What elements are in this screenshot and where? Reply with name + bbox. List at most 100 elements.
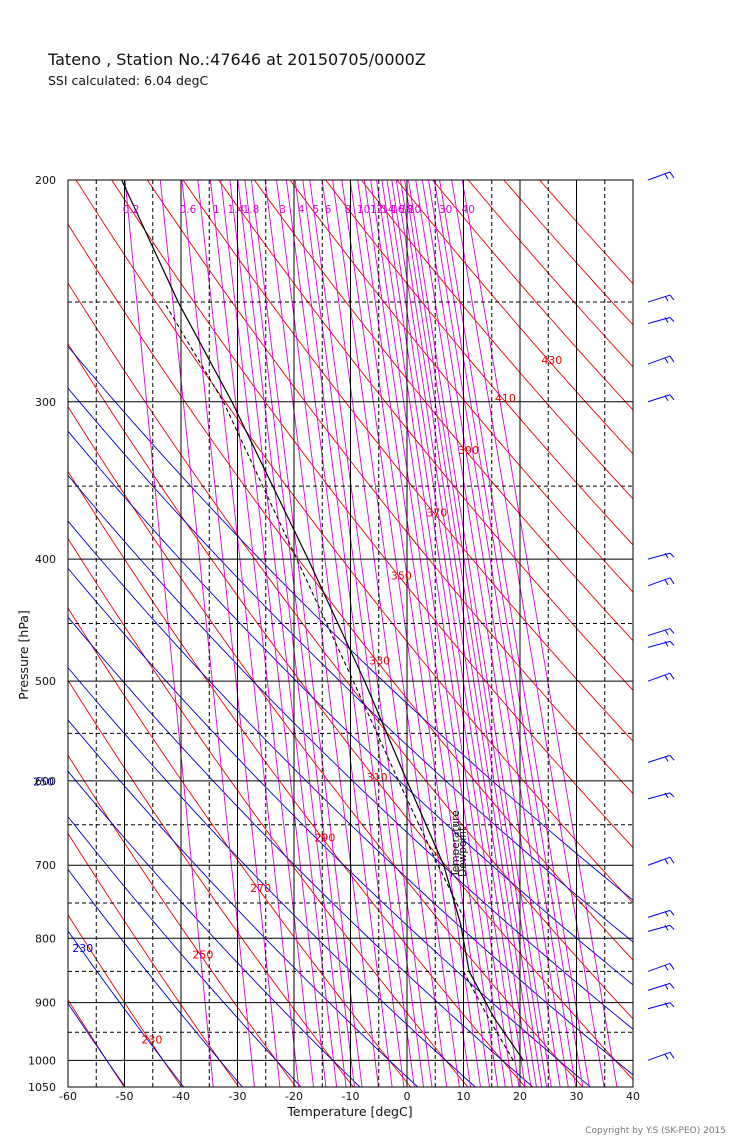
wind-barbs <box>647 171 675 1061</box>
x-tick-label: -50 <box>116 1090 134 1103</box>
mixing-ratio-label: 18 <box>400 204 413 216</box>
y-tick-label: 1000 <box>28 1054 56 1067</box>
mixing-ratio-line <box>461 180 618 1087</box>
wind-barb-flag <box>664 756 669 762</box>
x-tick-label: -20 <box>285 1090 303 1103</box>
x-tick-label: -10 <box>342 1090 360 1103</box>
mixing-ratio-line <box>391 180 532 1087</box>
wind-barb-shaft <box>647 672 671 682</box>
moist-adiabat-line <box>68 1002 126 1087</box>
mixing-ratio-line <box>237 180 347 1087</box>
temperature-curve-label: Temperature <box>450 810 462 878</box>
wind-barb-flag <box>669 925 675 930</box>
wind-barb-flag <box>664 317 669 323</box>
dry-adiabat-line <box>68 223 633 961</box>
profile-curves <box>121 180 524 1061</box>
wind-barb-flag <box>664 792 669 799</box>
wind-barb-flag <box>669 171 675 179</box>
y-tick-label: 1050 <box>28 1081 56 1094</box>
dry-adiabat-line <box>146 180 633 795</box>
wind-barb-shaft <box>647 577 671 587</box>
mixing-ratio-line <box>433 180 584 1087</box>
wind-barb-flag <box>664 674 669 681</box>
wind-barb <box>647 672 675 682</box>
wind-barb-flag <box>669 1052 675 1059</box>
mixing-ratio-lines <box>124 180 618 1087</box>
wind-barb-flag <box>669 577 675 585</box>
moist-adiabat-line <box>68 666 476 1087</box>
mixing-ratio-line <box>209 180 314 1087</box>
mixing-ratio-line <box>197 180 300 1087</box>
ssi-subtitle: SSI calculated: 6.04 degC <box>48 73 209 88</box>
mixing-ratio-label: 40 <box>462 204 475 216</box>
dry-adiabat-line <box>0 180 67 1087</box>
wind-barb-shaft <box>647 171 671 181</box>
dry-adiabat-line <box>182 180 633 742</box>
wind-barb <box>647 552 675 560</box>
x-tick-label: 0 <box>404 1090 411 1103</box>
wind-barb <box>647 924 675 932</box>
wind-barb-flag <box>664 641 669 647</box>
mixing-ratio-line <box>451 180 605 1087</box>
dry-adiabat-line <box>539 180 633 285</box>
x-tick-label: -30 <box>229 1090 247 1103</box>
mixing-ratio-label: 1.4 <box>228 204 245 216</box>
adiabat-lines <box>0 180 633 1087</box>
wind-barb <box>647 171 675 181</box>
dry-adiabat-line <box>68 607 411 1087</box>
mixing-ratio-line <box>363 180 499 1087</box>
y-tick-label: 600 <box>35 775 56 788</box>
moist-adiabat-line <box>68 719 419 1087</box>
dry-adiabat-line <box>75 180 633 904</box>
dry-adiabat-line <box>68 679 354 1087</box>
mixing-ratio-label: 14 <box>381 204 395 216</box>
wind-barb-shaft <box>647 962 671 972</box>
wind-barb-flag <box>664 925 669 931</box>
mixing-ratio-line <box>220 180 327 1087</box>
moist-adiabat-label: 250 <box>33 775 54 788</box>
wind-barb-flag <box>664 1002 669 1008</box>
mixing-ratio-line <box>404 180 548 1087</box>
mixing-ratio-label: 3 <box>279 204 286 216</box>
wind-barb <box>647 792 675 800</box>
mixing-ratio-line <box>386 180 526 1087</box>
y-axis-label: Pressure [hPa] <box>16 610 31 700</box>
mixing-ratio-line <box>332 180 460 1087</box>
wind-barb <box>647 982 675 991</box>
wind-barb-shaft <box>647 909 671 918</box>
wind-barb-flag <box>669 394 675 401</box>
moist-adiabat-line <box>68 930 185 1087</box>
dry-adiabat-line <box>68 832 240 1087</box>
wind-barb-flag <box>664 629 669 635</box>
wind-barb-flag <box>669 983 675 989</box>
wind-barb-flag <box>669 552 675 558</box>
dry-adiabat-line <box>68 754 297 1087</box>
wind-barb <box>647 856 675 866</box>
moist-adiabat-line <box>68 345 633 901</box>
mixing-ratio-label: 10 <box>357 204 370 216</box>
dry-adiabat-line <box>396 180 633 455</box>
mixing-ratio-line <box>244 180 355 1087</box>
wind-barb-flag <box>669 628 675 634</box>
wind-barb-flag <box>664 395 669 402</box>
wind-barb-flag <box>664 984 669 990</box>
x-tick-label: 10 <box>457 1090 471 1103</box>
dry-adiabat-line <box>68 470 526 1087</box>
mixing-ratio-label: 6 <box>325 204 332 216</box>
y-tick-label: 500 <box>35 675 56 688</box>
wind-barb-flag <box>664 357 669 364</box>
mixing-ratio-label: 0.2 <box>123 204 140 216</box>
mixing-ratio-line <box>250 180 363 1087</box>
mixing-ratio-label: 1.8 <box>243 204 260 216</box>
dry-adiabat-line <box>218 180 633 691</box>
moist-adiabat-label: 230 <box>72 942 93 955</box>
y-tick-label: 800 <box>35 932 56 945</box>
wind-barb-shaft <box>647 924 671 932</box>
dry-adiabat-line <box>68 282 633 1020</box>
wind-barb <box>647 355 675 365</box>
dry-adiabat-label: 350 <box>391 569 412 582</box>
moist-adiabat-line <box>68 430 633 986</box>
mixing-ratio-line <box>302 180 425 1087</box>
dry-adiabat-line <box>289 180 633 593</box>
